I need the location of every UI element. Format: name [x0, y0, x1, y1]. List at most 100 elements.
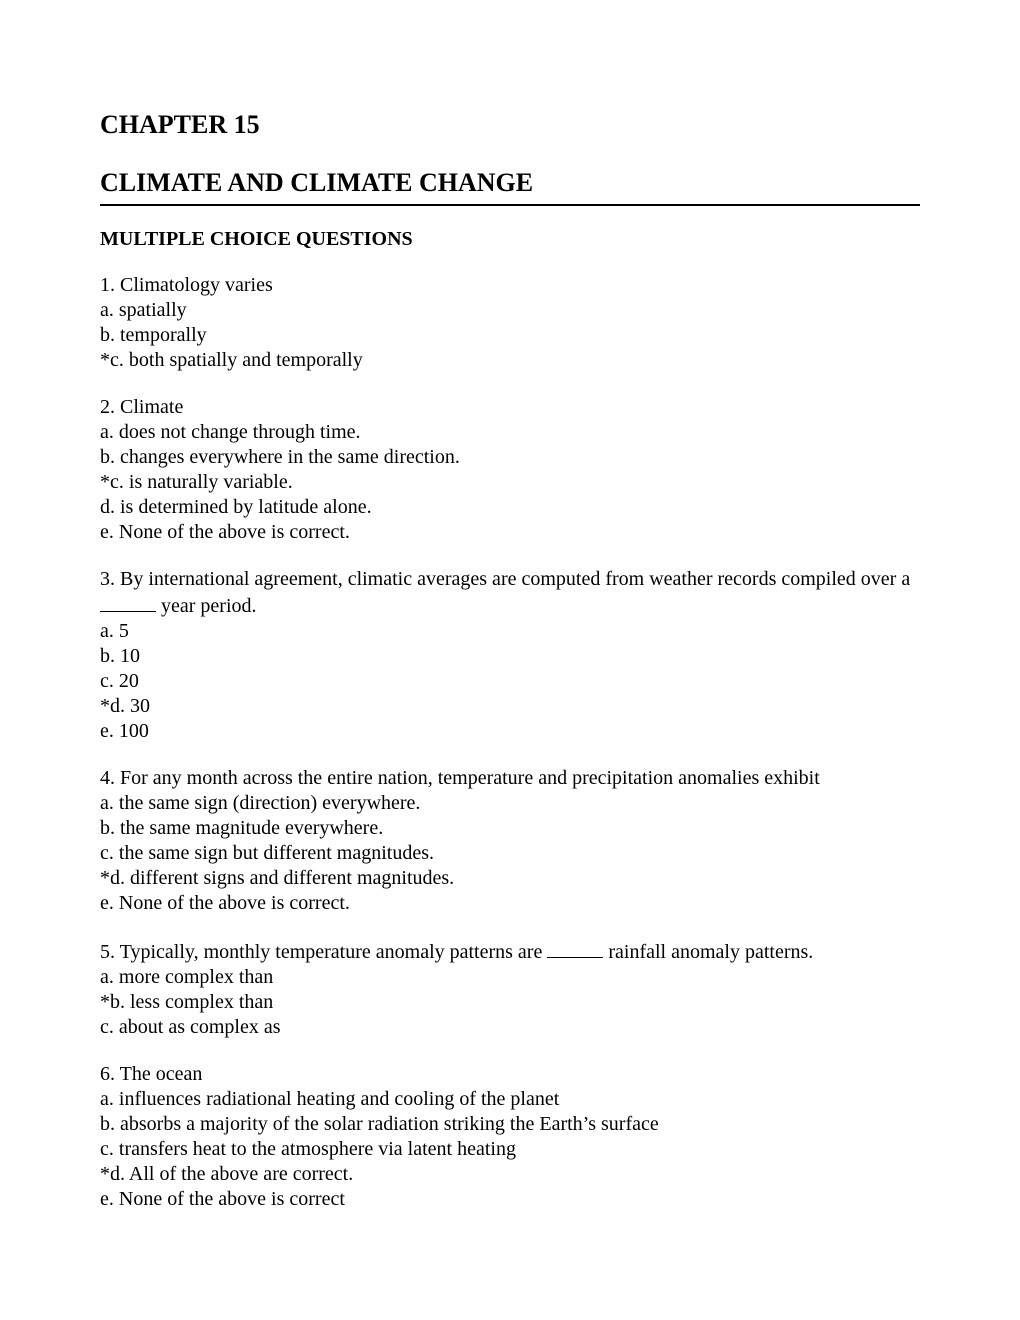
choice-text: 10 [120, 645, 140, 667]
choice-letter: d. [100, 496, 115, 518]
answer-choice: c. about as complex as [100, 1015, 920, 1040]
choice-letter: a. [100, 299, 114, 321]
choice-letter: *d. [100, 695, 125, 717]
choice-letter: a. [100, 1088, 114, 1110]
answer-choice: a. the same sign (direction) everywhere. [100, 791, 920, 816]
choice-text: 30 [130, 695, 150, 717]
fill-blank [100, 592, 156, 612]
horizontal-rule [100, 204, 920, 206]
question-text-pre: By international agreement, climatic ave… [120, 568, 910, 590]
question-block: 3. By international agreement, climatic … [100, 567, 920, 744]
choice-letter: c. [100, 842, 114, 864]
document-page: CHAPTER 15 CLIMATE AND CLIMATE CHANGE MU… [0, 0, 1020, 1294]
answer-choice: *d. 30 [100, 694, 920, 719]
answer-choice: e. None of the above is correct [100, 1187, 920, 1212]
choice-text: temporally [120, 324, 207, 346]
choice-letter: b. [100, 324, 115, 346]
answer-choice: b. temporally [100, 323, 920, 348]
answer-choice: b. changes everywhere in the same direct… [100, 445, 920, 470]
answer-choice: a. spatially [100, 298, 920, 323]
question-stem: 1. Climatology varies [100, 273, 920, 298]
answer-choice: c. 20 [100, 669, 920, 694]
choice-letter: *c. [100, 349, 124, 371]
question-stem: 2. Climate [100, 395, 920, 420]
choice-text: 5 [119, 620, 129, 642]
choice-letter: *c. [100, 471, 124, 493]
choice-text: influences radiational heating and cooli… [119, 1088, 559, 1110]
question-block: 6. The ocean a. influences radiational h… [100, 1062, 920, 1212]
answer-choice: *c. is naturally variable. [100, 470, 920, 495]
question-text: For any month across the entire nation, … [120, 767, 820, 789]
choice-text: less complex than [130, 991, 273, 1013]
choice-text: absorbs a majority of the solar radiatio… [120, 1113, 659, 1135]
answer-choice: b. 10 [100, 644, 920, 669]
question-block: 2. Climate a. does not change through ti… [100, 395, 920, 545]
choice-text: both spatially and temporally [129, 349, 363, 371]
chapter-heading: CHAPTER 15 [100, 110, 920, 140]
question-text: The ocean [120, 1063, 203, 1085]
answer-choice: *d. different signs and different magnit… [100, 866, 920, 891]
answer-choice: c. transfers heat to the atmosphere via … [100, 1137, 920, 1162]
choice-letter: c. [100, 670, 114, 692]
question-stem: 3. By international agreement, climatic … [100, 567, 920, 619]
choice-text: is determined by latitude alone. [120, 496, 372, 518]
question-number: 6. [100, 1063, 115, 1085]
choice-text: more complex than [119, 966, 273, 988]
choice-text: 20 [119, 670, 139, 692]
answer-choice: a. influences radiational heating and co… [100, 1087, 920, 1112]
choice-letter: *b. [100, 991, 125, 1013]
answer-choice: e. 100 [100, 719, 920, 744]
choice-letter: a. [100, 421, 114, 443]
answer-choice: a. more complex than [100, 965, 920, 990]
choice-text: 100 [119, 720, 149, 742]
choice-text: does not change through time. [119, 421, 361, 443]
answer-choice: *c. both spatially and temporally [100, 348, 920, 373]
answer-choice: *b. less complex than [100, 990, 920, 1015]
answer-choice: *d. All of the above are correct. [100, 1162, 920, 1187]
question-block: 4. For any month across the entire natio… [100, 766, 920, 916]
answer-choice: b. absorbs a majority of the solar radia… [100, 1112, 920, 1137]
answer-choice: e. None of the above is correct. [100, 891, 920, 916]
answer-choice: e. None of the above is correct. [100, 520, 920, 545]
fill-blank [547, 938, 603, 958]
choice-letter: *d. [100, 867, 125, 889]
choice-letter: e. [100, 1188, 114, 1210]
choice-letter: c. [100, 1016, 114, 1038]
choice-letter: e. [100, 892, 114, 914]
answer-choice: a. does not change through time. [100, 420, 920, 445]
question-text-post: rainfall anomaly patterns. [603, 941, 813, 963]
question-text: Climate [120, 396, 183, 418]
choice-letter: b. [100, 645, 115, 667]
choice-letter: e. [100, 720, 114, 742]
choice-text: All of the above are correct. [129, 1163, 353, 1185]
section-heading: MULTIPLE CHOICE QUESTIONS [100, 228, 920, 251]
choice-text: the same sign (direction) everywhere. [119, 792, 421, 814]
question-stem: 4. For any month across the entire natio… [100, 766, 920, 791]
choice-text: is naturally variable. [129, 471, 293, 493]
question-stem: 5. Typically, monthly temperature anomal… [100, 938, 920, 965]
title-heading: CLIMATE AND CLIMATE CHANGE [100, 168, 920, 198]
choice-text: None of the above is correct. [119, 521, 350, 543]
question-number: 4. [100, 767, 115, 789]
choice-text: different signs and different magnitudes… [130, 867, 454, 889]
question-number: 5. [100, 941, 115, 963]
choice-text: the same magnitude everywhere. [120, 817, 383, 839]
choice-text: changes everywhere in the same direction… [120, 446, 460, 468]
question-stem: 6. The ocean [100, 1062, 920, 1087]
question-text-pre: Typically, monthly temperature anomaly p… [120, 941, 548, 963]
choice-letter: a. [100, 620, 114, 642]
choice-letter: a. [100, 792, 114, 814]
choice-text: spatially [119, 299, 187, 321]
choice-letter: a. [100, 966, 114, 988]
choice-text: None of the above is correct. [119, 892, 350, 914]
question-text: Climatology varies [120, 274, 273, 296]
question-number: 1. [100, 274, 115, 296]
question-number: 2. [100, 396, 115, 418]
choice-text: None of the above is correct [119, 1188, 345, 1210]
choice-letter: b. [100, 1113, 115, 1135]
question-text-post: year period. [156, 595, 257, 617]
choice-letter: *d. [100, 1163, 125, 1185]
choice-letter: b. [100, 446, 115, 468]
answer-choice: a. 5 [100, 619, 920, 644]
answer-choice: d. is determined by latitude alone. [100, 495, 920, 520]
